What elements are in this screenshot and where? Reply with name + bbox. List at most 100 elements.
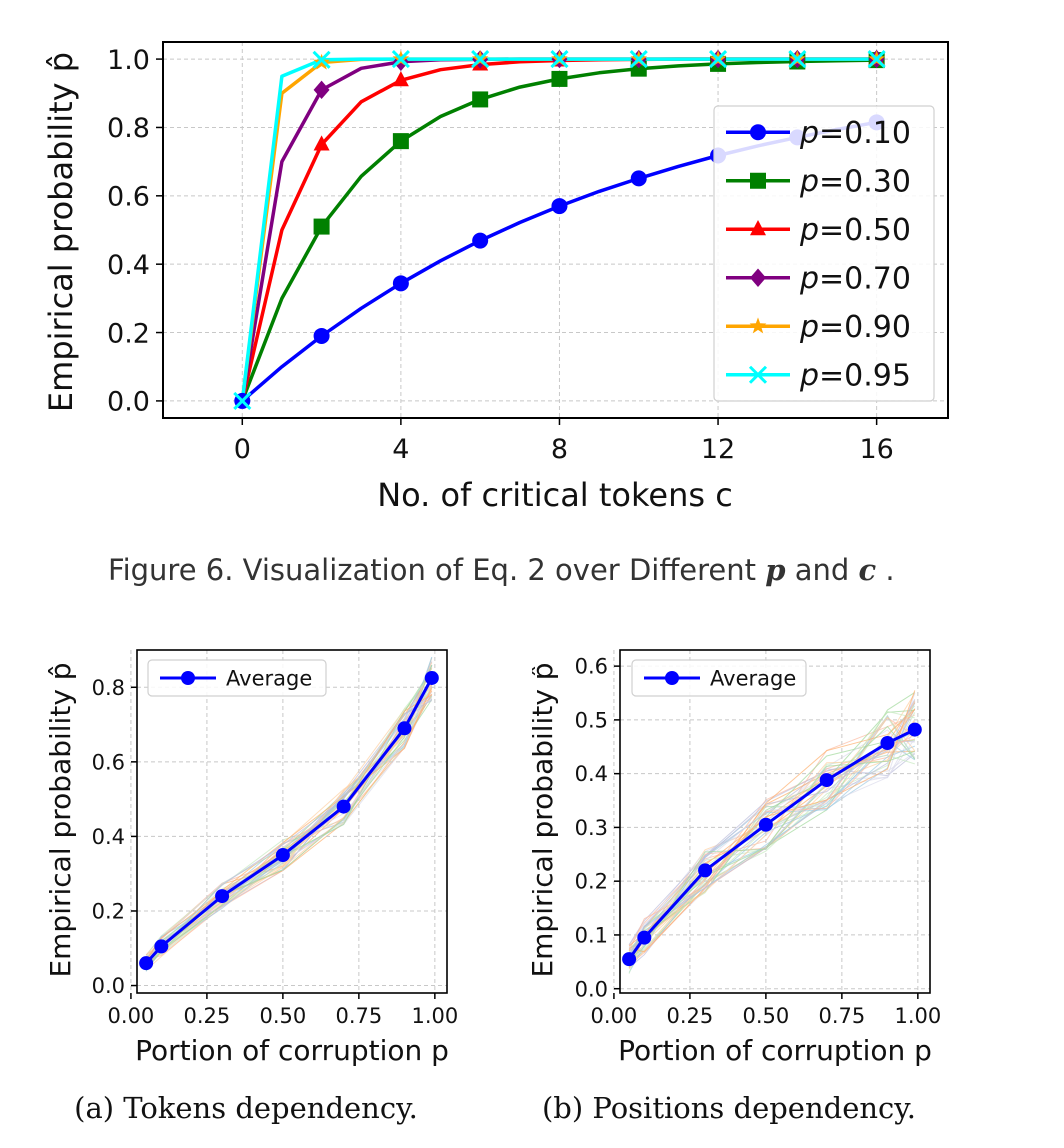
data-point [630, 170, 647, 187]
data-point [313, 135, 330, 151]
x-axis-label: Portion of corruption p [135, 1034, 449, 1067]
legend-marker [750, 124, 766, 141]
data-point [154, 939, 169, 954]
data-point [397, 721, 412, 736]
background-trace [628, 754, 915, 974]
data-point [551, 70, 568, 87]
x-tick-label: 0.00 [108, 1004, 155, 1028]
y-tick-label: 0.6 [575, 655, 608, 679]
axis-ticks: 0 4 8 12 16 0.0 0.2 0.4 0.6 0.8 1.0 [107, 45, 894, 465]
data-point [275, 848, 290, 863]
data-point [233, 391, 252, 410]
data-point [313, 80, 330, 100]
subfigure-b-caption: (b) Positions dependency. [542, 1091, 916, 1125]
x-tick-label: 0 [234, 434, 251, 465]
x-tick-label: 4 [392, 434, 409, 465]
legend-marker [750, 268, 766, 287]
legend-marker [748, 365, 768, 384]
x-tick-label: 0.00 [591, 1004, 638, 1028]
caption-and: and [786, 553, 859, 587]
legend-label: p=0.30 [799, 165, 911, 200]
background-traces [628, 690, 916, 974]
legend-box [631, 659, 807, 697]
legend-marker [750, 220, 766, 236]
y-tick-label: 0.8 [92, 676, 125, 700]
figure-6-caption: Figure 6. Visualization of Eq. 2 over Di… [108, 553, 895, 587]
data-point [472, 91, 489, 108]
x-tick-label: 8 [551, 434, 568, 465]
data-point [551, 198, 568, 215]
data-point [424, 670, 439, 685]
subfigure-a-caption: (a) Tokens dependency. [74, 1091, 418, 1125]
data-point [472, 232, 489, 249]
data-point [698, 863, 713, 878]
positions-dependency-chart: 0.00 0.25 0.50 0.75 1.00 0.0 0.1 0.2 0.3 0.4 0.5 0.… [532, 649, 942, 1125]
legend-marker [665, 671, 679, 685]
data-point [622, 952, 637, 967]
axis-ticks: 0.00 0.25 0.50 0.75 1.00 0.0 0.2 0.4 0.6 0.8 [92, 676, 459, 1028]
y-tick-label: 0.2 [92, 900, 125, 924]
plot-frame [136, 649, 448, 994]
y-tick-label: 0.1 [575, 923, 608, 947]
data-point [788, 50, 807, 69]
x-tick-label: 16 [859, 434, 893, 465]
y-tick-label: 0.0 [107, 387, 150, 418]
background-trace [628, 708, 916, 969]
data-point [637, 930, 652, 945]
x-axis-label: No. of critical tokens c [377, 476, 733, 514]
legend-label: p=0.10 [799, 116, 911, 151]
data-point [313, 218, 330, 235]
background-trace [146, 687, 433, 956]
svg-text:Figure 6. Visualization of Eq.: Figure 6. Visualization of Eq. 2 over Di… [108, 553, 895, 587]
y-axis-label: Empirical probability p̂ [42, 52, 80, 412]
background-trace [145, 680, 433, 958]
background-trace [628, 708, 916, 953]
y-tick-label: 1.0 [107, 45, 150, 76]
legend-label: Average [226, 667, 312, 691]
legend-label: p=0.70 [799, 262, 911, 297]
background-trace [628, 753, 916, 952]
background-trace [628, 712, 916, 963]
data-point [907, 722, 922, 737]
background-trace [145, 661, 433, 961]
caption-text: Figure 6. Visualization of Eq. 2 over Di… [108, 553, 765, 587]
caption-end: . [876, 553, 894, 587]
caption-math-c: c [859, 553, 877, 587]
y-tick-label: 0.3 [575, 816, 608, 840]
data-point [471, 50, 490, 69]
legend-label: p=0.95 [799, 359, 911, 394]
y-axis-label: Empirical probability p̂ [532, 662, 559, 977]
x-tick-label: 0.50 [259, 1004, 306, 1028]
data-point [880, 736, 895, 751]
data-point [758, 817, 773, 832]
data-point [392, 275, 409, 292]
plot-frame [162, 41, 949, 419]
data-point [819, 773, 834, 788]
x-tick-label: 0.75 [335, 1004, 382, 1028]
axis-ticks: 0.00 0.25 0.50 0.75 1.00 0.0 0.1 0.2 0.3 0.4 0.5 0.… [575, 655, 942, 1028]
series-markers [139, 670, 439, 971]
legend-marker [749, 317, 767, 334]
y-tick-label: 0.5 [575, 708, 608, 732]
data-point [550, 50, 569, 69]
x-tick-label: 1.00 [411, 1004, 458, 1028]
legend-label: p=0.90 [799, 310, 911, 345]
background-trace [145, 688, 433, 956]
legend: p=0.10 p=0.30 p=0.50 p=0.70 p=0.90 p=0.95 [713, 105, 935, 402]
y-tick-label: 0.4 [92, 825, 125, 849]
legend-marker [181, 671, 195, 685]
legend-label: p=0.50 [799, 213, 911, 248]
x-tick-label: 0.75 [818, 1004, 865, 1028]
data-point [392, 71, 409, 87]
legend: Average [147, 659, 327, 697]
y-axis-label: Empirical probability p̂ [44, 662, 77, 977]
y-tick-label: 0.0 [92, 974, 125, 998]
series-markers [622, 722, 922, 967]
tokens-dependency-chart: 0.00 0.25 0.50 0.75 1.00 0.0 0.2 0.4 0.6 0.8 Port… [44, 649, 459, 1125]
x-tick-label: 1.00 [894, 1004, 941, 1028]
y-tick-label: 0.2 [107, 318, 150, 349]
y-tick-label: 0.4 [575, 762, 608, 786]
data-point [313, 327, 330, 344]
legend-marker [750, 172, 766, 189]
y-tick-label: 0.2 [575, 870, 608, 894]
